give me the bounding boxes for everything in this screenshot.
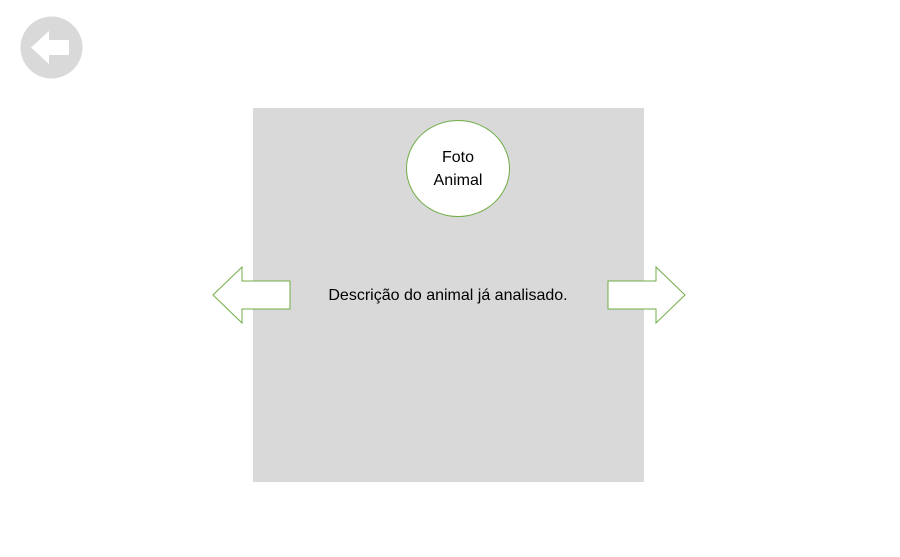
arrow-left-icon	[212, 266, 291, 324]
arrow-right-icon	[607, 266, 686, 324]
back-arrow-icon	[20, 16, 83, 79]
next-animal-button[interactable]	[607, 266, 686, 324]
animal-photo-placeholder: Foto Animal	[406, 120, 510, 217]
photo-label: Foto Animal	[433, 148, 483, 189]
back-button[interactable]	[20, 16, 83, 79]
previous-animal-button[interactable]	[212, 266, 291, 324]
animal-description: Descrição do animal já analisado.	[328, 287, 568, 304]
